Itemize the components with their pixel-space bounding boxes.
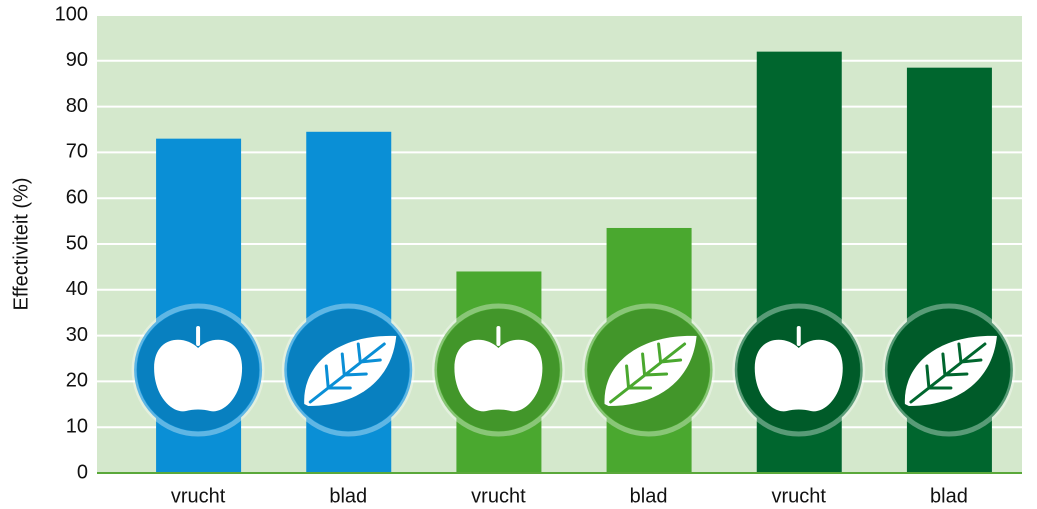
y-tick-label: 90 (66, 49, 88, 71)
bar-icon (431, 303, 565, 437)
y-tick-label: 50 (66, 232, 88, 254)
y-tick-label: 10 (66, 415, 88, 437)
y-tick-label: 70 (66, 141, 88, 163)
bar-icon (131, 303, 265, 437)
x-tick-label: blad (930, 485, 968, 507)
leaf-veins (609, 342, 687, 404)
bar-icon (882, 303, 1016, 437)
y-tick-label: 0 (77, 461, 88, 483)
leaf-veins (909, 342, 987, 404)
y-tick-label: 100 (55, 3, 88, 25)
y-tick-label: 40 (66, 278, 88, 300)
apple-icon (454, 339, 543, 412)
apple-stem (796, 326, 801, 346)
y-axis-label: Effectiviteit (%) (10, 178, 32, 311)
bar-icon (281, 303, 415, 437)
apple-icon (754, 339, 843, 412)
bar-icon (582, 303, 716, 437)
apple-icon (154, 339, 243, 412)
x-tick-label: vrucht (471, 485, 526, 507)
apple-stem (196, 326, 201, 346)
bar-icon (732, 303, 866, 437)
x-tick-label: blad (630, 485, 668, 507)
y-tick-label: 60 (66, 186, 88, 208)
y-tick-label: 30 (66, 324, 88, 346)
apple-stem (496, 326, 501, 346)
x-tick-label: blad (329, 485, 367, 507)
leaf-veins (308, 342, 386, 404)
x-tick-label: vrucht (772, 485, 827, 507)
y-tick-label: 20 (66, 370, 88, 392)
x-tick-label: vrucht (171, 485, 226, 507)
y-tick-label: 80 (66, 95, 88, 117)
